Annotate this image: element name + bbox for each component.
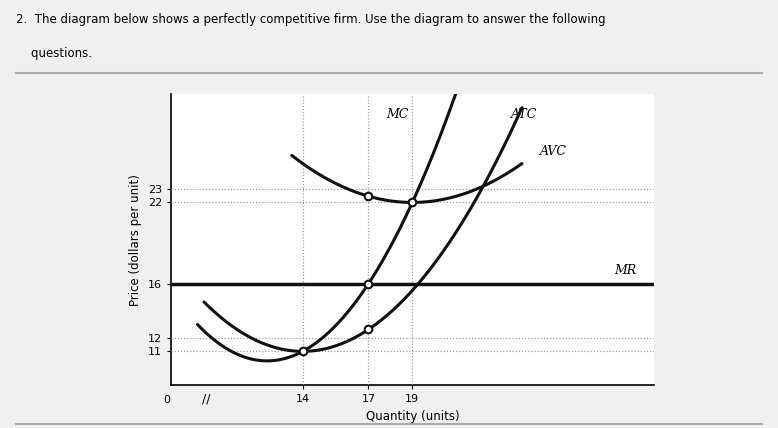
X-axis label: Quantity (units): Quantity (units) bbox=[366, 410, 459, 423]
Text: 2.  The diagram below shows a perfectly competitive firm. Use the diagram to ans: 2. The diagram below shows a perfectly c… bbox=[16, 13, 605, 26]
Text: MC: MC bbox=[386, 108, 408, 121]
Y-axis label: Price (dollars per unit): Price (dollars per unit) bbox=[129, 174, 142, 306]
Text: ATC: ATC bbox=[511, 108, 538, 121]
Text: 0: 0 bbox=[163, 395, 170, 405]
Text: //: // bbox=[202, 392, 211, 406]
Text: MR: MR bbox=[614, 264, 636, 277]
Text: questions.: questions. bbox=[16, 47, 92, 60]
Text: AVC: AVC bbox=[539, 145, 566, 158]
